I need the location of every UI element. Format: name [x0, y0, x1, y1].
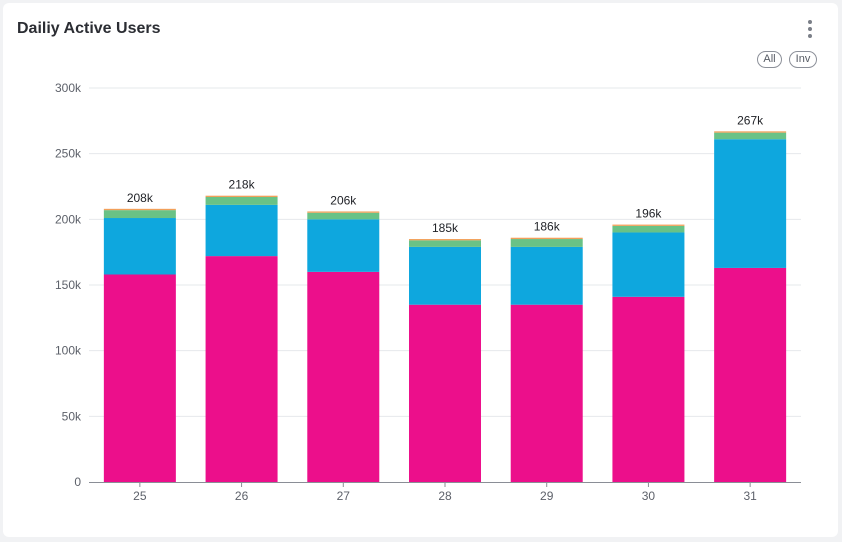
inv-button[interactable]: Inv	[789, 51, 817, 68]
x-tick-label: 29	[540, 489, 554, 503]
bar-segment	[714, 131, 787, 133]
y-tick-label: 100k	[55, 344, 82, 358]
bar-segment	[205, 204, 278, 257]
chart-title: Dailiy Active Users	[17, 20, 161, 37]
bar-total-label: 208k	[127, 191, 154, 205]
x-tick-label: 28	[438, 489, 452, 503]
y-tick-label: 250k	[55, 147, 82, 161]
bar-segment	[510, 239, 583, 247]
x-tick-label: 30	[642, 489, 656, 503]
bar-segment	[409, 246, 481, 305]
bar-segment	[205, 195, 278, 198]
x-tick-label: 26	[235, 489, 249, 503]
bar-segment	[714, 132, 787, 140]
bar-segment	[714, 139, 787, 268]
bar-total-label: 185k	[432, 221, 459, 235]
bar-segment	[103, 208, 176, 211]
y-tick-label: 300k	[55, 81, 82, 95]
bar-segment	[714, 267, 787, 482]
bar-segment	[205, 256, 278, 482]
bar-segment	[612, 296, 685, 482]
all-button[interactable]: All	[757, 51, 782, 68]
bar-segment	[510, 304, 583, 482]
bar-segment	[103, 210, 176, 219]
bar-segment	[612, 224, 685, 226]
bar-segment	[409, 239, 481, 241]
bar-segment	[307, 212, 380, 220]
bar-segment	[409, 304, 481, 482]
x-tick-label: 31	[743, 489, 757, 503]
bar-segment	[103, 274, 176, 482]
bar-total-label: 186k	[534, 220, 561, 234]
bar-segment	[205, 197, 278, 205]
bar-segment	[409, 240, 481, 247]
bar-total-label: 218k	[229, 178, 256, 192]
more-vertical-icon[interactable]	[803, 18, 817, 40]
bar-segment	[612, 225, 685, 233]
bar-segment	[307, 219, 380, 272]
bar-segment	[510, 237, 583, 240]
y-tick-label: 50k	[62, 409, 82, 423]
bar-total-label: 267k	[737, 113, 764, 127]
bar-segment	[612, 232, 685, 297]
bar-total-label: 206k	[330, 193, 357, 207]
y-tick-label: 150k	[55, 278, 82, 292]
bar-segment	[510, 246, 583, 305]
y-tick-label: 200k	[55, 212, 82, 226]
bar-total-label: 196k	[635, 207, 662, 221]
y-tick-label: 0	[74, 475, 81, 489]
bar-segment	[103, 218, 176, 275]
x-tick-label: 27	[337, 489, 351, 503]
x-tick-label: 25	[133, 489, 147, 503]
bar-segment	[307, 211, 380, 213]
bar-segment	[307, 271, 380, 482]
